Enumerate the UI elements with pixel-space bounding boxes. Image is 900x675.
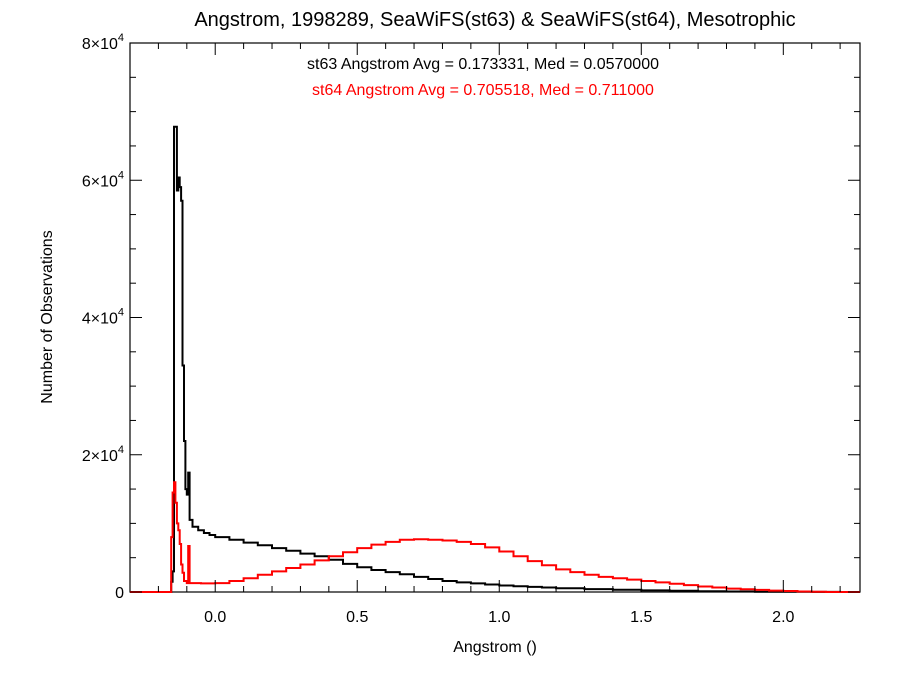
x-tick-label: 1.0 — [488, 609, 510, 626]
x-tick-label: 0.0 — [204, 609, 226, 626]
series-group — [130, 125, 860, 593]
y-tick-label: 0 — [115, 585, 124, 602]
legend-annotation-st63: st63 Angstrom Avg = 0.173331, Med = 0.05… — [307, 56, 659, 73]
series-line-1 — [130, 481, 860, 593]
y-tick-label: 4×104 — [82, 307, 124, 328]
series-line-0 — [130, 125, 860, 593]
x-axis-label: Angstrom () — [453, 639, 537, 656]
legend-annotation-st64: st64 Angstrom Avg = 0.705518, Med = 0.71… — [312, 82, 654, 99]
y-tick-label: 6×104 — [82, 169, 124, 190]
axis-ticks: 0.0 0.5 1.0 1.5 2.0 0 2×104 4×104 6×104 8×104 — [82, 32, 860, 626]
plot-border — [129, 42, 861, 593]
chart-title: Angstrom, 1998289, SeaWiFS(st63) & SeaWi… — [194, 9, 795, 31]
y-tick-label: 2×104 — [82, 444, 124, 465]
y-axis-label: Number of Observations — [39, 230, 56, 403]
x-tick-label: 2.0 — [772, 609, 794, 626]
x-tick-label: 0.5 — [346, 609, 368, 626]
x-tick-label: 1.5 — [630, 609, 652, 626]
plot-frame — [129, 42, 861, 593]
y-tick-label: 8×104 — [82, 32, 124, 53]
